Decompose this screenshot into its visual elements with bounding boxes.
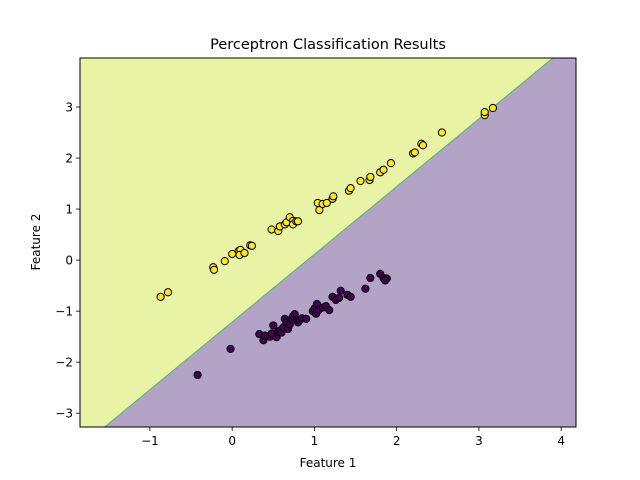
y-tick-label: 2 — [65, 151, 73, 165]
data-point-class-0 — [381, 276, 390, 285]
data-point-class-0 — [290, 310, 299, 319]
data-point-class-0 — [336, 286, 345, 295]
data-point-class-1 — [322, 198, 331, 208]
x-tick-label: 4 — [557, 434, 565, 448]
data-point-class-0 — [346, 292, 355, 301]
points-layer — [156, 103, 498, 380]
data-point-class-1 — [163, 288, 173, 297]
x-tick-label: 2 — [393, 434, 401, 448]
chart-title: Perceptron Classification Results — [210, 37, 446, 53]
y-tick-label: 1 — [65, 202, 73, 216]
data-point-class-0 — [325, 306, 334, 315]
data-point-class-1 — [156, 292, 165, 301]
data-point-class-1 — [410, 148, 419, 157]
data-point-class-0 — [335, 293, 344, 302]
data-point-class-1 — [315, 205, 324, 215]
x-tick-label: 3 — [475, 434, 483, 448]
data-point-class-1 — [480, 107, 489, 117]
x-tick-label: 0 — [228, 434, 236, 448]
y-tick-label: −2 — [55, 355, 73, 369]
y-axis-label: Feature 2 — [29, 214, 43, 271]
decision-boundary-line — [104, 57, 554, 428]
y-tick-label: 0 — [65, 253, 73, 267]
y-tick-label: −3 — [55, 407, 73, 421]
data-point-class-1 — [247, 241, 257, 250]
data-point-class-0 — [302, 314, 311, 323]
data-point-class-1 — [293, 217, 303, 226]
data-point-class-0 — [226, 344, 235, 354]
x-tick-label: −1 — [141, 434, 159, 448]
data-point-class-0 — [193, 370, 202, 380]
data-point-class-1 — [220, 257, 229, 266]
plot-area — [80, 57, 576, 428]
data-point-class-1 — [386, 159, 396, 168]
y-axis: −3 −2 −1 0 1 2 3 — [55, 100, 80, 421]
region-class-1 — [80, 58, 553, 427]
data-point-class-1 — [329, 192, 338, 201]
axes-frame — [79, 57, 577, 428]
data-point-class-0 — [361, 284, 370, 293]
data-point-class-1 — [366, 172, 375, 182]
data-point-class-1 — [488, 103, 498, 113]
x-axis: −1 0 1 2 3 4 — [141, 427, 565, 448]
data-point-class-1 — [240, 248, 249, 258]
y-tick-label: −1 — [55, 304, 73, 318]
data-point-class-1 — [356, 176, 365, 186]
data-point-class-1 — [379, 165, 388, 174]
y-tick-label: 3 — [65, 100, 73, 114]
data-point-class-0 — [269, 321, 278, 330]
data-point-class-0 — [366, 273, 375, 283]
data-point-class-1 — [437, 128, 447, 137]
data-point-class-1 — [346, 184, 355, 193]
data-point-class-1 — [267, 225, 276, 234]
x-axis-label: Feature 1 — [300, 456, 357, 470]
data-point-class-1 — [209, 265, 219, 274]
x-tick-label: 1 — [311, 434, 319, 448]
data-point-class-1 — [418, 141, 428, 150]
